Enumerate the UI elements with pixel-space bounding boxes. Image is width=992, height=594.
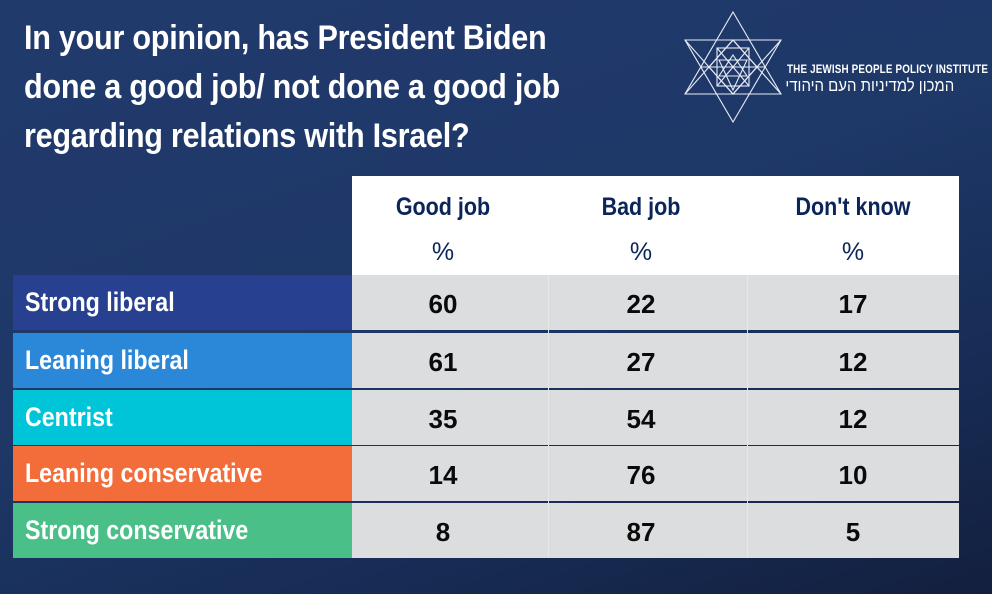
table-row: 35 54 12 [352,389,959,445]
row-label-text: Centrist [25,401,113,432]
column-header: Good job [395,193,491,221]
table-row: 8 87 5 [352,502,959,558]
table-cell: 10 [838,460,868,491]
row-label: Centrist [13,389,352,445]
row-label-text: Strong conservative [25,514,249,545]
logo-english-text: THE JEWISH PEOPLE POLICY INSTITUTE [787,62,989,76]
table-cell: 35 [428,403,458,434]
table-cell: 54 [626,403,656,434]
table-cell: 12 [838,347,868,378]
row-label-text: Leaning conservative [25,458,263,489]
column-header: Don't know [795,193,911,221]
table-cell: 87 [626,516,656,547]
row-label: Strong conservative [13,502,352,558]
column-unit: % [841,238,865,266]
table-cell: 12 [838,403,868,434]
column-unit: % [431,238,455,266]
table-cell: 17 [838,289,868,319]
table-cell: 61 [428,347,458,378]
table-row: 14 76 10 [352,446,959,502]
table-cell: 76 [626,460,656,491]
table-cell: 22 [626,289,656,319]
column-unit: % [629,238,653,266]
star-of-david-geometric-icon [684,10,782,124]
table-cell: 27 [626,347,656,378]
row-label: Leaning liberal [13,333,352,389]
column-divider [548,275,549,558]
table-cell: 14 [428,460,458,491]
logo-hebrew-text: המכון למדיניות העם היהודי [785,76,955,95]
table-cell: 5 [845,516,861,547]
row-label: Leaning conservative [13,446,352,502]
column-divider [747,275,748,558]
row-label: Strong liberal [13,275,352,330]
column-header: Bad job [601,193,681,221]
row-label-text: Leaning liberal [25,345,189,376]
table-row: 60 22 17 [352,275,959,330]
chart-title: In your opinion, has President Biden don… [24,19,560,155]
table-cell: 60 [428,289,458,319]
table-row: 61 27 12 [352,333,959,389]
table-cell: 8 [435,516,451,547]
jppi-logo: THE JEWISH PEOPLE POLICY INSTITUTE המכון… [683,10,988,125]
table-header [352,176,959,275]
row-label-text: Strong liberal [25,287,175,317]
